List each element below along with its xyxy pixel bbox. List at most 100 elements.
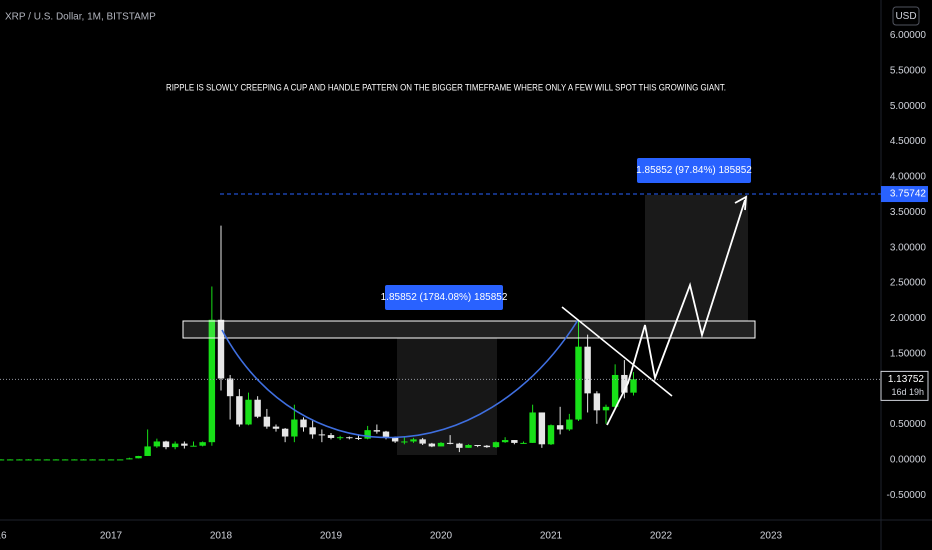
- x-tick-label: 2022: [650, 531, 673, 542]
- x-tick-label: 2017: [100, 531, 123, 542]
- chart-title: XRP / U.S. Dollar, 1M, BITSTAMP: [5, 12, 156, 23]
- x-tick-label: 2021: [540, 531, 563, 542]
- x-tick-label: 2018: [210, 531, 233, 542]
- measure-box: [385, 285, 503, 310]
- candle-body: [428, 443, 436, 447]
- candle-body: [501, 440, 509, 443]
- candle-body: [373, 430, 381, 432]
- target-tag: [881, 186, 928, 203]
- candle-body: [318, 434, 326, 436]
- y-tick-label: 3.50000: [890, 207, 927, 218]
- candle-body: [98, 459, 106, 461]
- y-tick-label: 5.00000: [890, 101, 927, 112]
- candle-body: [135, 455, 142, 459]
- candle-body: [419, 439, 426, 444]
- candle-body: [465, 445, 472, 448]
- candle-body: [126, 458, 133, 460]
- handle-line: [561, 306, 673, 397]
- candle-body: [6, 459, 14, 461]
- candle-body: [0, 459, 5, 461]
- candle-body: [630, 379, 637, 393]
- candle-body: [263, 416, 271, 427]
- x-tick-label: 2020: [430, 531, 453, 542]
- candle-body: [566, 419, 573, 430]
- y-tick-label: 6.00000: [890, 30, 927, 41]
- candle-body: [364, 430, 371, 439]
- candle-body: [281, 428, 289, 437]
- candle-body: [153, 441, 161, 447]
- candle-body: [71, 459, 78, 461]
- candle-body: [382, 431, 390, 438]
- resistance-zone: [182, 320, 756, 339]
- drawings-top: 1.85852 (1784.08%) 185852 1.85852 (97.84…: [5, 6, 920, 439]
- y-tick-label: 2.50000: [890, 278, 927, 289]
- candle-body: [492, 442, 500, 448]
- candle-body: [602, 406, 610, 411]
- x-tick-label: 16: [0, 531, 7, 542]
- candle-body: [16, 459, 23, 461]
- candle-body: [474, 445, 481, 447]
- candle-body: [401, 441, 408, 443]
- y-tick-label: 2.00000: [890, 313, 927, 324]
- candle-body: [621, 374, 628, 393]
- note: RIPPLE IS SLOWLY CREEPING A CUP AND HAND…: [166, 83, 726, 94]
- candle-body: [208, 319, 216, 443]
- y-tick-label: 4.00000: [890, 172, 927, 183]
- candle-body: [190, 445, 197, 447]
- candle-body: [181, 443, 188, 446]
- candle-body: [144, 446, 151, 456]
- drawings: [397, 195, 748, 455]
- candle-body: [199, 442, 206, 446]
- candle-body: [116, 459, 124, 461]
- candle-body: [52, 459, 60, 461]
- candle-body: [254, 399, 261, 417]
- candle-body: [171, 443, 179, 448]
- y-tick-label: 4.50000: [890, 136, 927, 147]
- candle-body: [391, 437, 399, 442]
- candle-body: [309, 427, 316, 435]
- x-tick-label: 2023: [760, 531, 783, 542]
- y-tick-label: 0.00000: [890, 455, 927, 466]
- candle-body: [483, 445, 491, 448]
- y-tick-label: 3.00000: [890, 242, 927, 253]
- candle-body: [327, 435, 335, 438]
- candle-body: [538, 412, 546, 445]
- candle-body: [355, 437, 362, 439]
- measure-box: [637, 158, 751, 183]
- candle-body: [272, 426, 280, 429]
- candle-body: [575, 346, 582, 420]
- cup-curve: [221, 319, 579, 439]
- currency[interactable]: USD: [895, 11, 916, 22]
- candle-body: [584, 346, 591, 394]
- candle-body: [162, 441, 170, 448]
- candle-body: [107, 459, 115, 461]
- candle-body: [226, 378, 234, 397]
- y-tick-label: -0.50000: [887, 490, 927, 501]
- candle-body: [556, 425, 564, 430]
- last-price-label: 1.13752: [888, 374, 925, 385]
- candle-body: [611, 374, 619, 407]
- arrow-head: [734, 195, 748, 211]
- candle-body: [43, 459, 51, 461]
- candle-body: [547, 425, 555, 445]
- candle-body: [236, 396, 243, 425]
- y-tick-label: 0.50000: [890, 419, 927, 430]
- candle-body: [529, 412, 536, 443]
- candle-body: [520, 442, 527, 444]
- candle-body: [446, 442, 454, 444]
- target-tag-label: 3.75742: [890, 189, 927, 200]
- candle-body: [437, 442, 445, 447]
- candle-body: [511, 440, 518, 443]
- projection-arrow: [606, 199, 746, 426]
- y-tick-label: 1.50000: [890, 348, 927, 359]
- countdown: 16d 19h: [891, 387, 924, 397]
- y-tick-label: 5.50000: [890, 65, 927, 76]
- candle-body: [89, 459, 96, 461]
- candle-body: [346, 437, 353, 439]
- candle-body: [593, 393, 601, 411]
- currency-button[interactable]: [892, 6, 920, 26]
- x-tick-label: 2019: [320, 531, 343, 542]
- last-price-tag: [880, 370, 929, 401]
